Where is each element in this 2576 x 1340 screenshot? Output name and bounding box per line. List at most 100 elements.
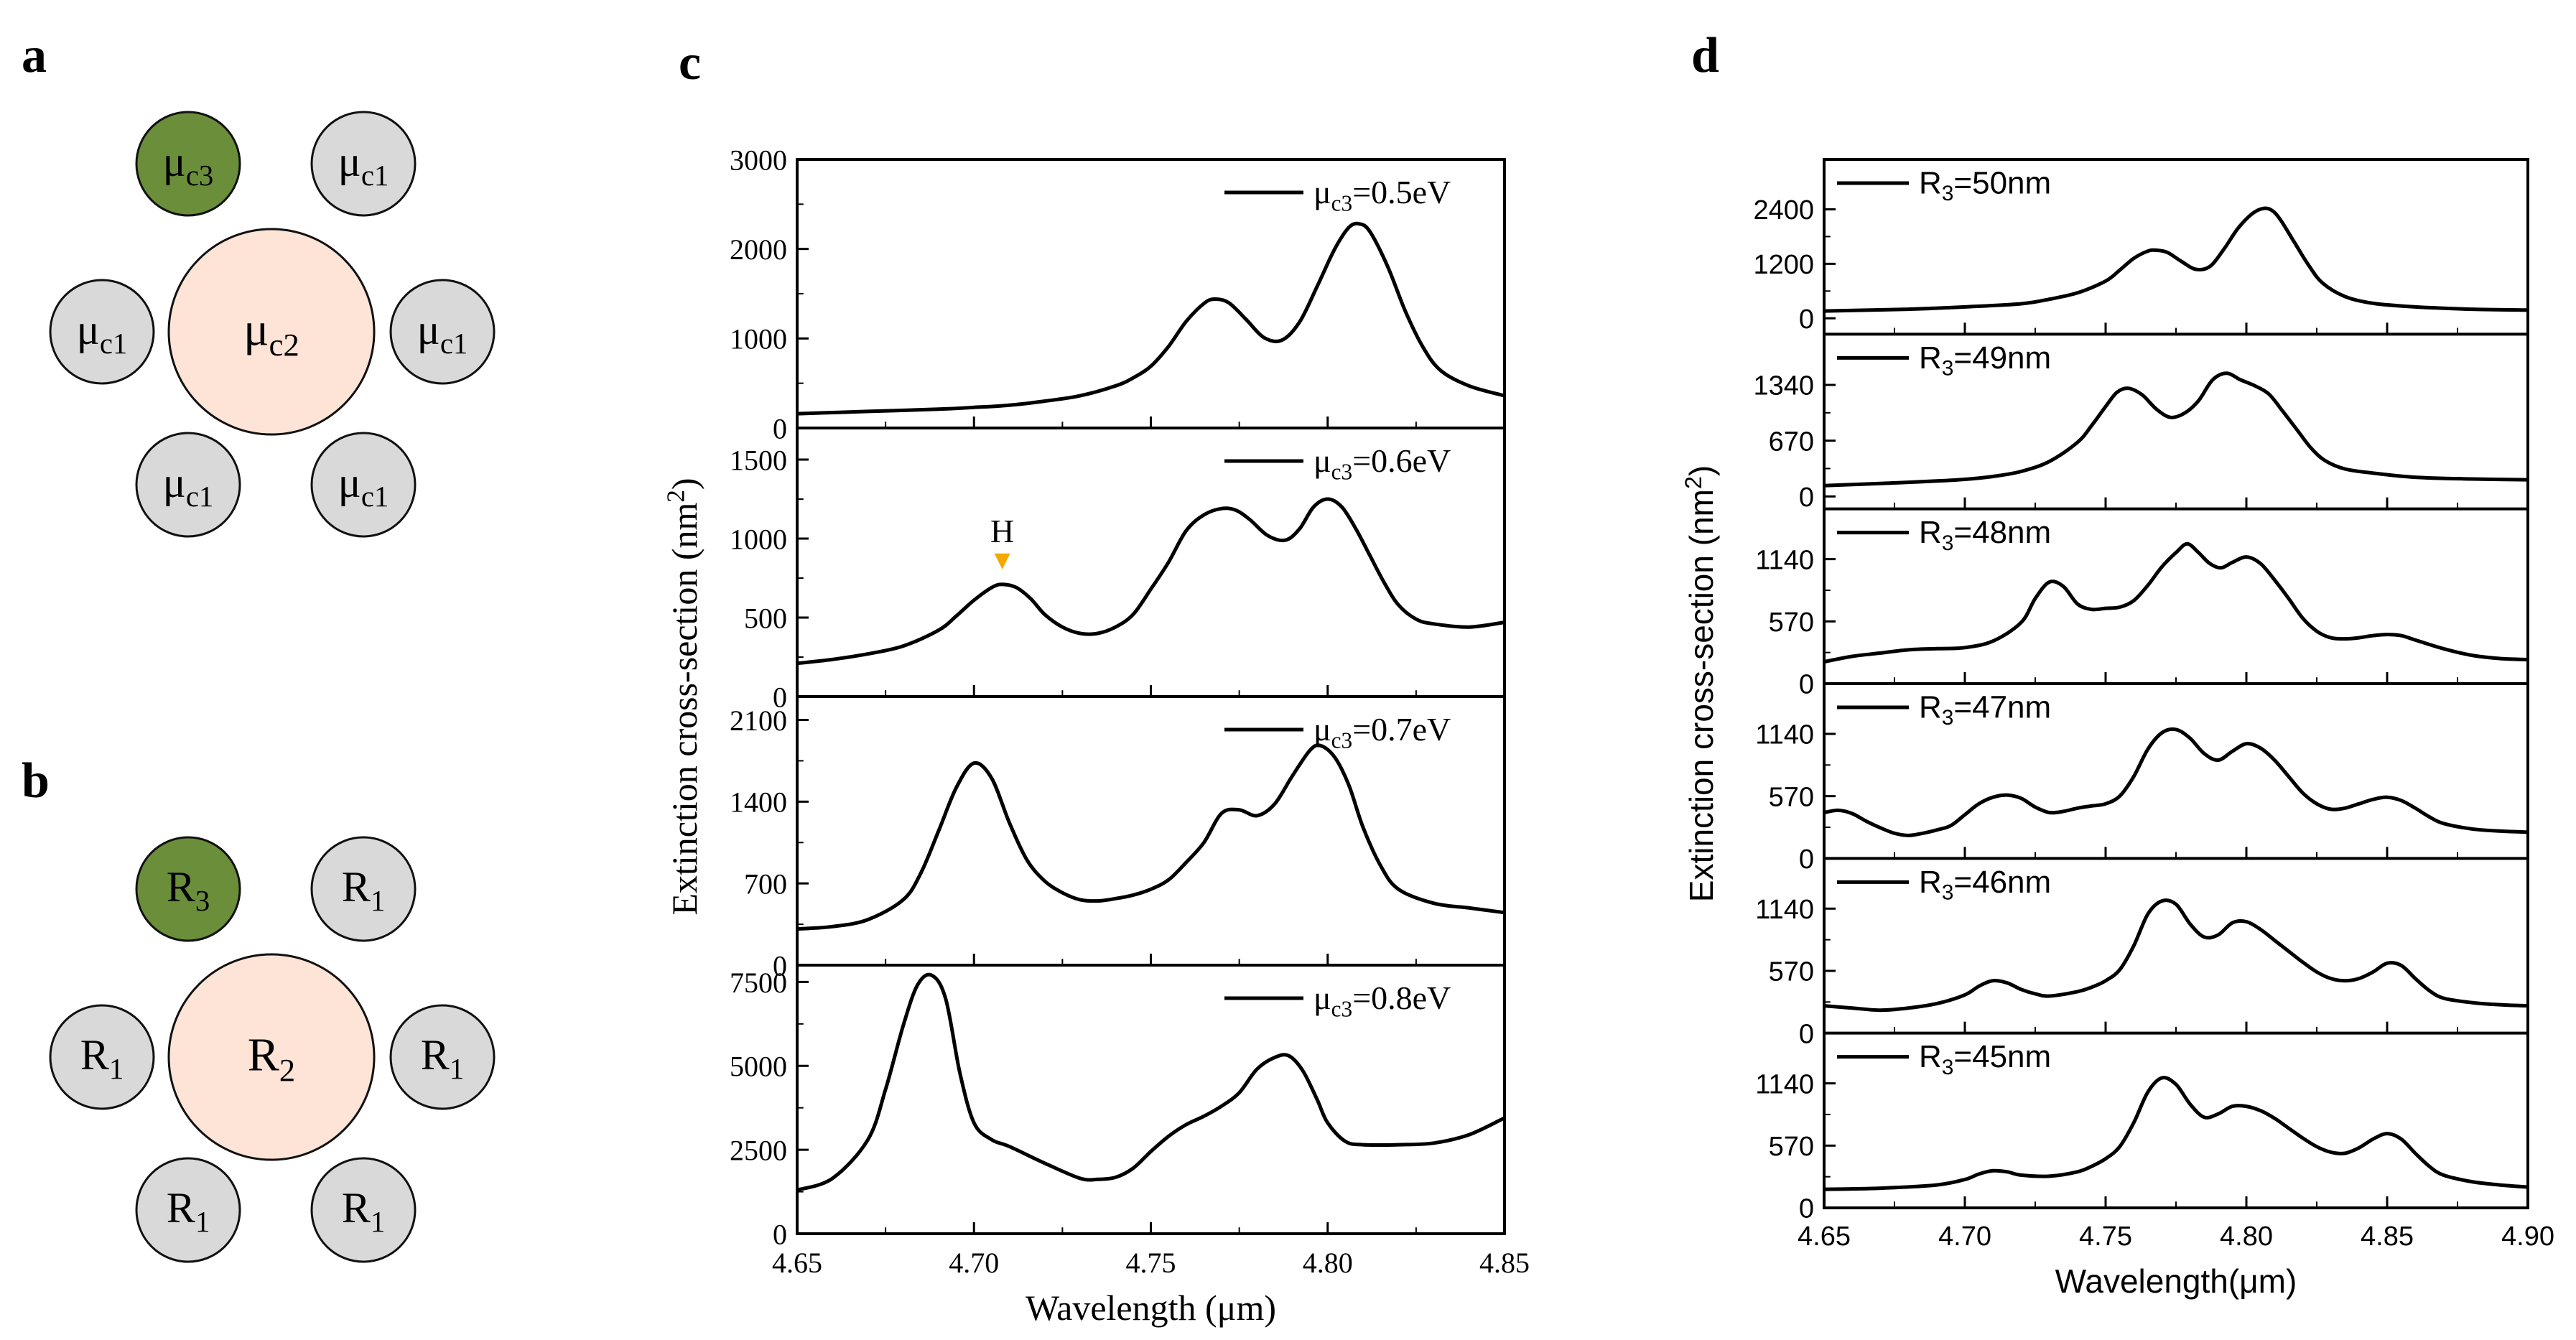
- legend-label: μc3=0.6eV: [1313, 442, 1451, 484]
- circle-label: R3: [167, 863, 210, 917]
- y-tick-label: 2500: [730, 1135, 787, 1167]
- x-tick-label: 4.65: [1798, 1222, 1851, 1252]
- x-tick-label: 4.85: [1479, 1247, 1530, 1279]
- legend-label: R3=49nm: [1919, 340, 2051, 381]
- y-tick-label: 1000: [730, 523, 787, 555]
- y-tick-label: 0: [1799, 670, 1814, 700]
- x-tick-label: 4.75: [1126, 1247, 1176, 1279]
- x-tick-label: 4.80: [2220, 1222, 2273, 1252]
- y-tick-label: 0: [1799, 483, 1814, 513]
- circle-corner: [310, 836, 417, 942]
- circle-corner: [135, 1157, 241, 1263]
- circle-diagram-a: μc3 μc1 μc1 μc2 μc1 μc1 μc1: [49, 111, 496, 538]
- y-tick-label: 0: [1799, 1194, 1814, 1224]
- y-tick-label: 0: [773, 412, 787, 445]
- y-tick-label: 1140: [1755, 1069, 1814, 1099]
- series-line: [796, 221, 1505, 416]
- y-tick-label: 0: [1799, 845, 1814, 875]
- circle-side: [49, 279, 155, 385]
- circle-label: μc1: [417, 306, 468, 360]
- panel-label-c: c: [679, 35, 701, 90]
- y-tick-label: 2400: [1753, 195, 1814, 225]
- series-line: [1823, 898, 2529, 1013]
- circle-corner: [310, 432, 417, 538]
- circle-label: μc1: [338, 138, 389, 192]
- series-line: [796, 497, 1505, 666]
- subplot-5: 0 570 1140 R3=46nm: [1755, 865, 2529, 1049]
- y-tick-label: 0: [773, 949, 787, 982]
- circle-side: [49, 1004, 155, 1110]
- circle-label: μc1: [77, 306, 128, 360]
- series-line: [796, 743, 1505, 931]
- y-tick-label: 1200: [1753, 250, 1814, 280]
- subplot-1: 0 1000 2000 3000 μc3=0.5eV: [730, 144, 1506, 445]
- series-line: [1823, 206, 2529, 313]
- y-tick-label: 670: [1769, 427, 1814, 457]
- subplot-2: 0 500 1000 1500 μc3=0.6eV H: [730, 442, 1506, 713]
- x-tick-label: 4.65: [772, 1247, 822, 1279]
- chart-d: 0 1200 2400 R3=50nm 0 670 1340 R3=49nm 0 570 1140 R…: [1680, 158, 2554, 1300]
- y-tick-label: 1340: [1753, 371, 1814, 401]
- series-line: [1823, 1076, 2529, 1191]
- circle-center: [167, 228, 376, 436]
- x-tick-label: 4.70: [949, 1247, 999, 1279]
- circle-corner: [135, 432, 241, 538]
- series-line: [1823, 727, 2529, 837]
- y-tick-label: 0: [773, 1218, 787, 1250]
- y-tick-label: 2100: [730, 704, 787, 737]
- circle-label: μc1: [163, 459, 214, 513]
- subplot-4: 0 2500 5000 7500 μc3=0.8eV: [730, 967, 1506, 1250]
- circle-center: [167, 953, 376, 1161]
- legend-label: μc3=0.7eV: [1313, 711, 1451, 753]
- y-tick-label: 570: [1769, 957, 1814, 987]
- subplot-3: 0 700 1400 2100 μc3=0.7eV: [730, 704, 1506, 982]
- x-tick-label: 4.80: [1303, 1247, 1353, 1279]
- circle-label: R1: [167, 1184, 210, 1238]
- y-tick-label: 500: [744, 602, 787, 634]
- y-tick-label: 1140: [1755, 720, 1814, 750]
- y-tick-label: 2000: [730, 233, 787, 266]
- series-line: [1823, 541, 2529, 664]
- x-tick-label: 4.75: [2079, 1222, 2132, 1252]
- circle-corner: [310, 1157, 417, 1263]
- legend-label: μc3=0.8eV: [1313, 980, 1451, 1021]
- peak-marker: [994, 553, 1010, 569]
- circle-label: μc3: [163, 138, 214, 192]
- panel-label-a: a: [22, 28, 47, 83]
- series-line: [1823, 371, 2529, 488]
- circle-label: R1: [80, 1031, 124, 1085]
- legend-label: R3=47nm: [1919, 690, 2051, 730]
- subplot-1: 0 1200 2400 R3=50nm: [1753, 166, 2529, 335]
- y-tick-label: 1500: [730, 444, 787, 476]
- y-axis-title: Extinction cross-section (nm2): [1680, 465, 1720, 902]
- circle-label: R1: [342, 1184, 385, 1238]
- subplot-3: 0 570 1140 R3=48nm: [1755, 515, 2529, 700]
- y-tick-label: 5000: [730, 1051, 787, 1083]
- subplot-6: 0 570 1140 R3=45nm: [1755, 1039, 2529, 1224]
- circle-side: [389, 279, 496, 385]
- legend-label: R3=50nm: [1919, 166, 2051, 206]
- x-tick-label: 4.90: [2501, 1222, 2554, 1252]
- subplot-4: 0 570 1140 R3=47nm: [1755, 690, 2529, 875]
- series-line: [796, 972, 1506, 1192]
- circle-corner: [310, 111, 417, 217]
- y-tick-label: 1400: [730, 786, 787, 819]
- y-tick-label: 570: [1769, 782, 1814, 812]
- circle-label: R1: [421, 1031, 464, 1085]
- y-tick-label: 0: [773, 681, 787, 713]
- peak-annotation: H: [990, 513, 1014, 549]
- y-axis-title: Extinction cross-section (nm2): [662, 478, 705, 915]
- circle-corner: [135, 111, 241, 217]
- y-tick-label: 570: [1769, 1132, 1814, 1162]
- y-tick-label: 1140: [1755, 545, 1814, 575]
- y-tick-label: 3000: [730, 144, 787, 176]
- panel-label-d: d: [1691, 28, 1719, 83]
- circle-label: R2: [248, 1028, 295, 1088]
- circle-diagram-b: R3 R1 R1 R2 R1 R1 R1: [49, 836, 496, 1263]
- x-tick-label: 4.85: [2361, 1222, 2414, 1252]
- circle-label: μc1: [338, 459, 389, 513]
- y-tick-label: 1140: [1755, 895, 1814, 925]
- legend-label: R3=48nm: [1919, 515, 2051, 555]
- x-axis-title: Wavelength(μm): [2055, 1262, 2297, 1300]
